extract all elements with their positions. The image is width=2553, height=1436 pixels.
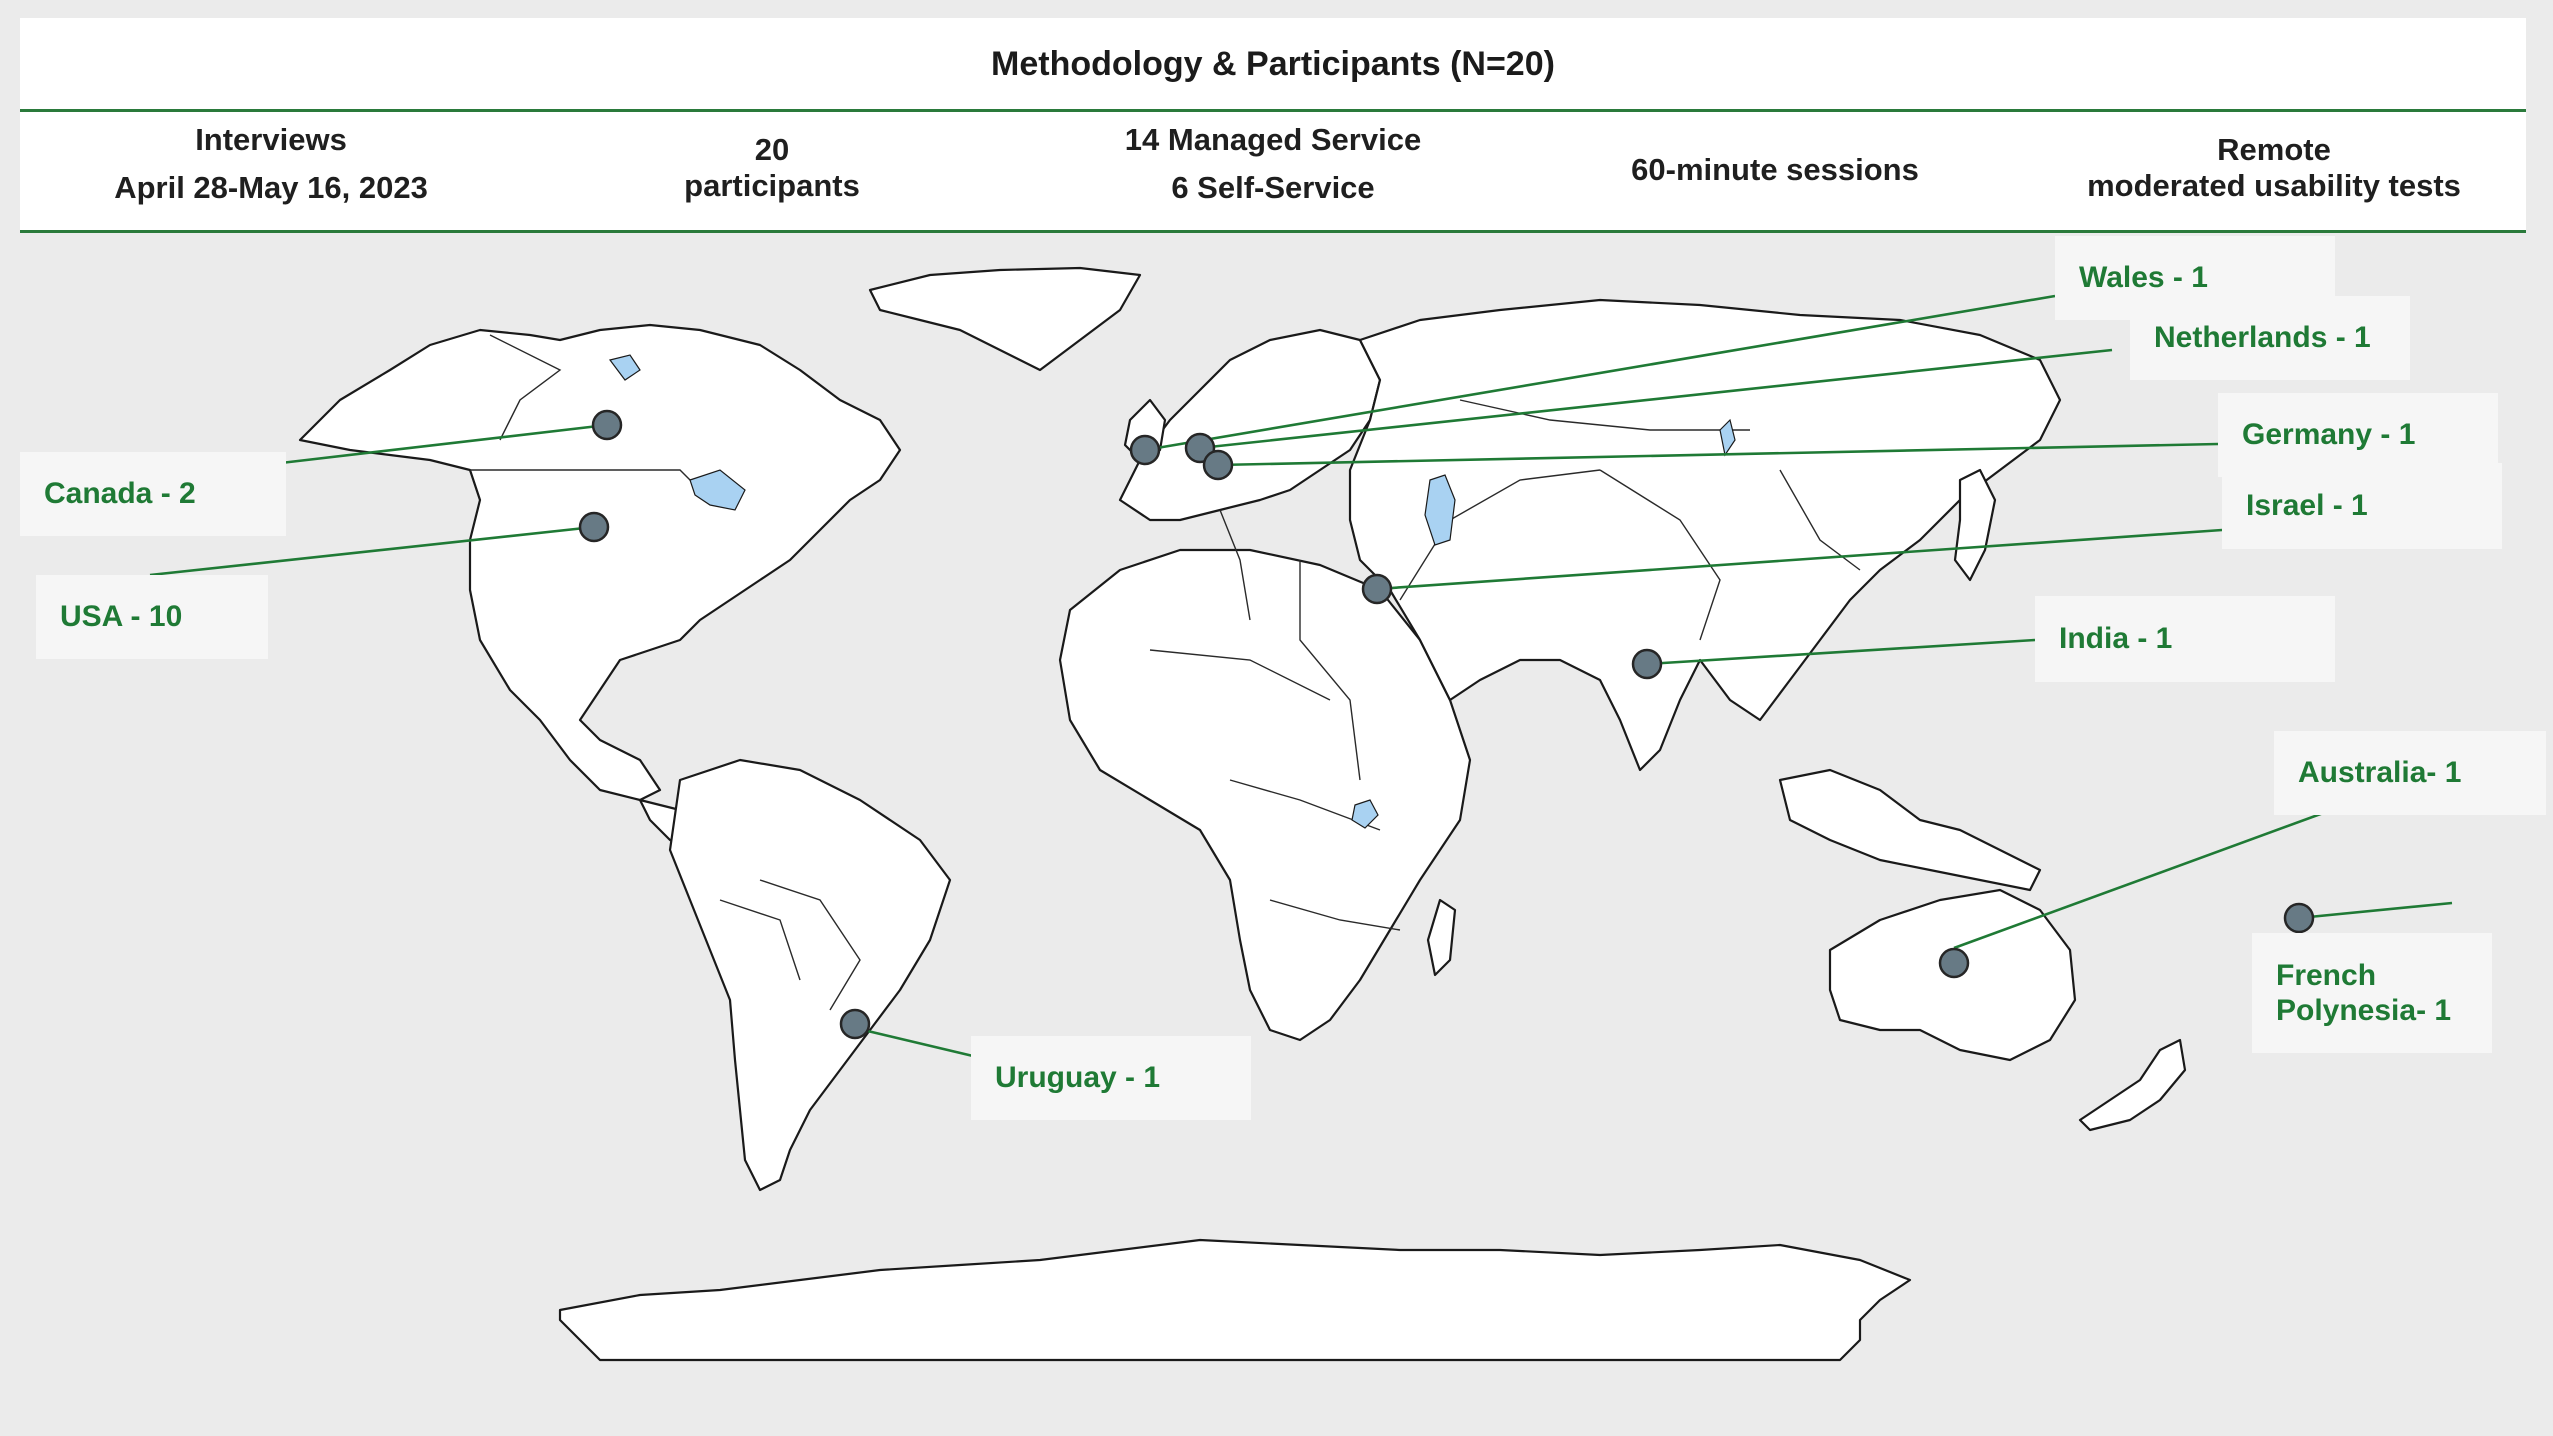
caspian-sea [1424,474,1456,546]
leader-india [1646,638,2036,666]
japan [1953,468,1997,582]
label-australia: Australia- 1 [2274,731,2546,815]
marker-uruguay [839,1008,871,1040]
leader-israel [1376,528,2223,591]
leader-french-polynesia [2298,901,2453,920]
label-india: India - 1 [2035,596,2335,682]
madagascar [1426,898,1457,977]
label-canada: Canada - 2 [20,452,286,536]
stat-participants: 20 participants [684,132,860,204]
water-bodies [608,354,1736,829]
leader-australia [1953,802,2349,950]
stats-row: Interviews April 28-May 16, 2023 20 part… [20,112,2526,230]
marker-germany [1202,449,1234,481]
label-usa: USA - 10 [36,575,268,659]
stat-line: participants [684,168,860,203]
north-america [298,323,902,802]
hudson-bay [608,354,641,381]
participant-markers [578,409,2315,1040]
marker-israel [1361,573,1393,605]
leader-usa [149,525,595,577]
title-divider [20,109,2526,112]
stat-line: 14 Managed Service [1124,122,1422,157]
lake-victoria [1351,799,1379,829]
leader-wales [1144,294,2056,452]
stat-line: Remote [2217,132,2331,167]
marker-usa [578,511,610,543]
stat-line: moderated usability tests [2087,168,2461,203]
stat-line: April 28-May 16, 2023 [114,170,428,205]
leader-germany [1217,442,2219,467]
stat-line: 60-minute sessions [1631,152,1919,187]
stat-interviews: Interviews April 28-May 16, 2023 [114,122,428,206]
stat-session-length: 60-minute sessions [1631,152,1919,188]
label-uruguay: Uruguay - 1 [971,1036,1251,1120]
leader-uruguay [854,1026,974,1058]
lake-baikal [1719,418,1736,457]
antarctica [558,1238,1912,1362]
greenland [868,266,1142,372]
stat-service-types: 14 Managed Service 6 Self-Service [1125,122,1421,206]
great-lakes [689,469,746,511]
leader-lines [149,294,2453,1058]
new-zealand [2078,1038,2187,1132]
leader-netherlands [1199,348,2113,450]
label-netherlands: Netherlands - 1 [2130,296,2410,380]
page-title: Methodology & Participants (N=20) [20,18,2526,110]
africa [1058,548,1472,1042]
stat-line: 6 Self-Service [1171,170,1375,205]
southeast-asia-islands [1778,768,2042,892]
marker-india [1631,648,1663,680]
stats-divider [20,230,2526,233]
asia [1348,298,2062,772]
marker-wales [1129,434,1161,466]
stat-test-type: Remote moderated usability tests [2087,132,2461,204]
south-america [668,758,952,1192]
label-israel: Israel - 1 [2222,463,2502,549]
label-french-polynesia: French Polynesia- 1 [2252,933,2492,1053]
continents [298,266,2187,1362]
stat-line: Interviews [195,122,347,157]
marker-french-polynesia [2283,902,2315,934]
stat-line: 20 [754,132,790,167]
marker-australia [1938,947,1970,979]
marker-canada [591,409,623,441]
